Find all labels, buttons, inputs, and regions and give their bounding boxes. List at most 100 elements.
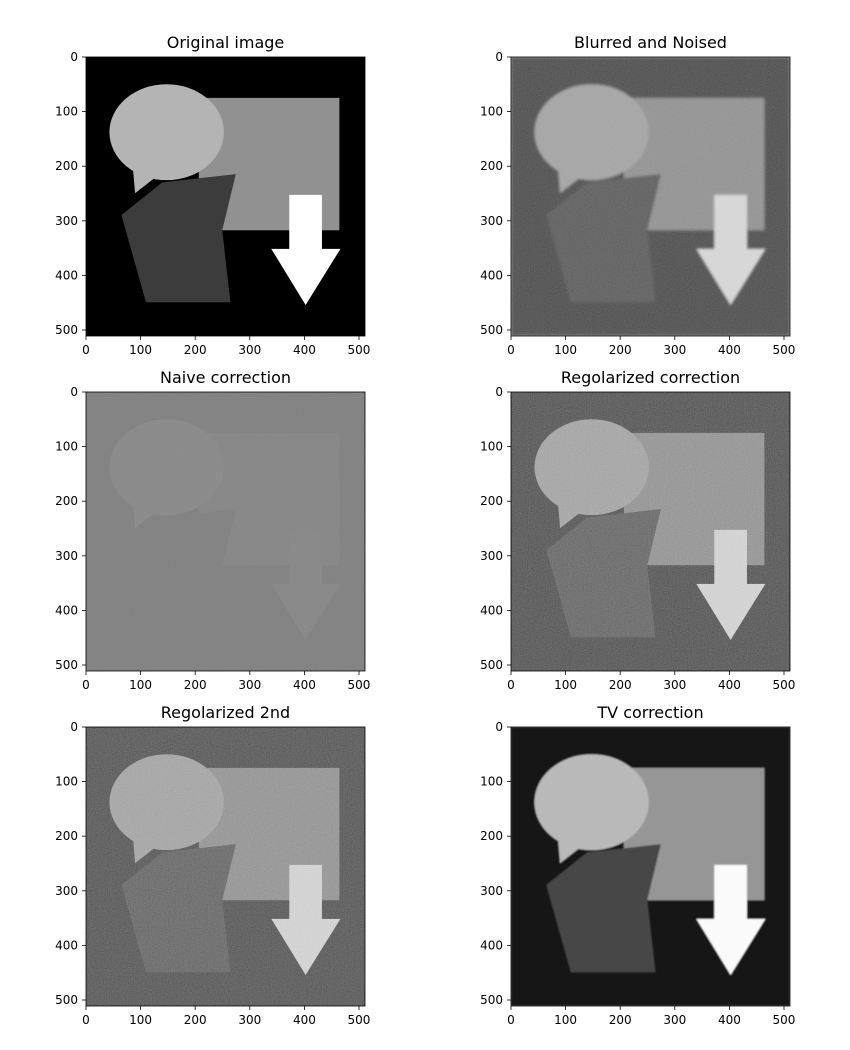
- axes-frame: [85, 56, 366, 337]
- panel-title: TV correction: [596, 703, 703, 722]
- y-tick-label: 200: [55, 159, 78, 173]
- y-tick-label: 500: [55, 323, 78, 337]
- x-tick-label: 300: [663, 343, 686, 357]
- axes-frame: [510, 391, 791, 672]
- arrow-shape: [271, 529, 341, 640]
- y-tick-label: 300: [55, 549, 78, 563]
- image-area: [511, 727, 790, 1006]
- x-tick-label: 400: [718, 1013, 741, 1027]
- x-tick-label: 300: [238, 343, 261, 357]
- x-tick-label: 200: [609, 678, 632, 692]
- image-area: [86, 392, 365, 671]
- pentagon-shape: [546, 509, 661, 638]
- x-tick-label: 500: [773, 1013, 796, 1027]
- x-tick-label: 500: [348, 678, 371, 692]
- y-tick-label: 200: [480, 494, 503, 508]
- y-tick-label: 100: [55, 105, 78, 119]
- bubble-shape: [109, 84, 224, 181]
- image-area: [86, 727, 365, 1006]
- y-tick-label: 400: [55, 603, 78, 617]
- y-tick-label: 400: [55, 938, 78, 952]
- y-tick-label: 500: [55, 993, 78, 1007]
- image-area: [511, 392, 790, 671]
- y-tick-label: 0: [495, 385, 503, 399]
- y-tick-label: 500: [480, 323, 503, 337]
- x-tick-label: 0: [82, 678, 90, 692]
- y-tick-label: 200: [480, 159, 503, 173]
- panel-title: Naive correction: [160, 368, 291, 387]
- x-tick-label: 100: [554, 343, 577, 357]
- y-tick-label: 0: [495, 720, 503, 734]
- x-tick-label: 100: [129, 678, 152, 692]
- y-tick-label: 0: [70, 50, 78, 64]
- y-tick-label: 400: [480, 268, 503, 282]
- arrow-shape: [696, 529, 766, 640]
- pentagon-shape: [121, 174, 236, 303]
- y-tick-label: 400: [480, 938, 503, 952]
- image-area: [511, 57, 790, 336]
- arrow-shape: [271, 194, 341, 305]
- bubble-shape: [534, 419, 649, 516]
- x-tick-label: 300: [238, 678, 261, 692]
- bubble-shape: [534, 754, 649, 851]
- axes-frame: [510, 56, 791, 337]
- y-tick-label: 100: [480, 105, 503, 119]
- y-tick-label: 400: [480, 603, 503, 617]
- x-tick-label: 300: [238, 1013, 261, 1027]
- y-tick-label: 200: [55, 494, 78, 508]
- bubble-shape: [534, 84, 649, 181]
- axes-frame: [85, 391, 366, 672]
- x-tick-label: 500: [348, 1013, 371, 1027]
- x-tick-label: 500: [773, 343, 796, 357]
- x-tick-label: 400: [718, 678, 741, 692]
- y-tick-label: 100: [55, 775, 78, 789]
- x-tick-label: 0: [507, 678, 515, 692]
- x-tick-label: 400: [293, 678, 316, 692]
- y-tick-label: 500: [55, 658, 78, 672]
- arrow-shape: [696, 864, 766, 975]
- x-tick-label: 300: [663, 1013, 686, 1027]
- x-tick-label: 0: [507, 343, 515, 357]
- y-tick-label: 200: [480, 829, 503, 843]
- x-tick-label: 100: [129, 1013, 152, 1027]
- y-tick-label: 100: [480, 775, 503, 789]
- panel: Naive correction 0 100 200 300 400 500 0 100 200 3…: [55, 368, 370, 692]
- x-tick-label: 400: [293, 343, 316, 357]
- y-tick-label: 500: [480, 993, 503, 1007]
- x-tick-label: 0: [507, 1013, 515, 1027]
- y-tick-label: 0: [495, 50, 503, 64]
- x-tick-label: 200: [184, 1013, 207, 1027]
- x-tick-label: 500: [773, 678, 796, 692]
- y-tick-label: 500: [480, 658, 503, 672]
- y-tick-label: 0: [70, 720, 78, 734]
- y-tick-label: 300: [55, 884, 78, 898]
- bubble-shape: [109, 419, 224, 516]
- panel: Regolarized correction 0 100 200 300 400 500 0 1…: [480, 368, 795, 692]
- axes-frame: [510, 726, 791, 1007]
- y-tick-label: 300: [480, 549, 503, 563]
- panel: Blurred and Noised 0 100 200 300 400 500 0 100 20…: [480, 33, 795, 357]
- y-tick-label: 200: [55, 829, 78, 843]
- pentagon-shape: [546, 174, 661, 303]
- panel-title: Regolarized 2nd: [161, 703, 290, 722]
- x-tick-label: 400: [293, 1013, 316, 1027]
- y-tick-label: 100: [55, 440, 78, 454]
- axes-frame: [85, 726, 366, 1007]
- pentagon-shape: [121, 844, 236, 973]
- y-tick-label: 300: [480, 884, 503, 898]
- panel: Original image 0 100 200 300 400 500 0 100 200 300…: [55, 33, 370, 357]
- y-tick-label: 100: [480, 440, 503, 454]
- x-tick-label: 0: [82, 343, 90, 357]
- x-tick-label: 500: [348, 343, 371, 357]
- x-tick-label: 200: [609, 1013, 632, 1027]
- panel-title: Regolarized correction: [561, 368, 740, 387]
- x-tick-label: 100: [554, 1013, 577, 1027]
- bubble-shape: [109, 754, 224, 851]
- pentagon-shape: [121, 509, 236, 638]
- panel-title: Blurred and Noised: [574, 33, 727, 52]
- x-tick-label: 300: [663, 678, 686, 692]
- panel-title: Original image: [167, 33, 285, 52]
- panel: TV correction 0 100 200 300 400 500 0 100 200 300 4…: [480, 703, 795, 1027]
- y-tick-label: 300: [480, 214, 503, 228]
- x-tick-label: 100: [554, 678, 577, 692]
